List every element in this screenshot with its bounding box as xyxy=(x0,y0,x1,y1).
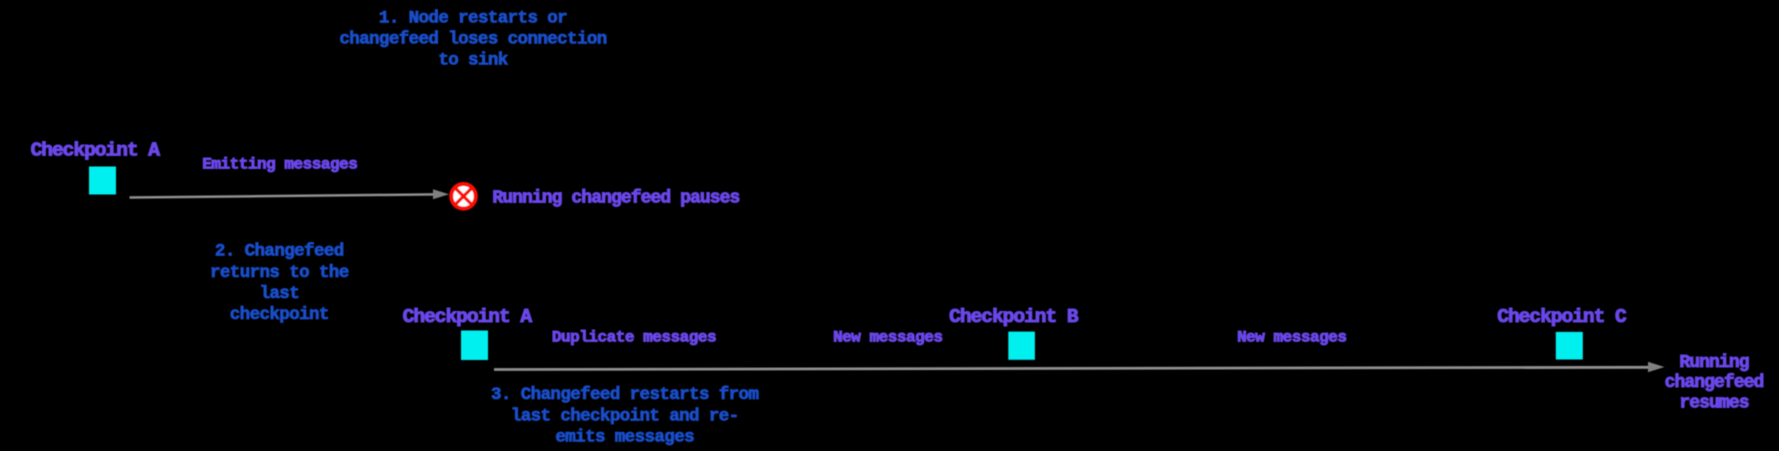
svg-text:Duplicate messages: Duplicate messages xyxy=(552,329,716,347)
svg-text:New messages: New messages xyxy=(1237,329,1346,347)
svg-text:1. Node restarts or: 1. Node restarts or xyxy=(379,8,567,28)
svg-text:checkpoint: checkpoint xyxy=(230,305,329,325)
svg-text:Checkpoint A: Checkpoint A xyxy=(403,306,533,328)
svg-text:New messages: New messages xyxy=(833,329,942,347)
svg-text:Checkpoint B: Checkpoint B xyxy=(949,306,1079,328)
svg-text:changefeed: changefeed xyxy=(1665,373,1764,393)
svg-text:3. Changefeed restarts from: 3. Changefeed restarts from xyxy=(491,385,758,405)
svg-text:Emitting messages: Emitting messages xyxy=(202,155,357,173)
svg-text:last: last xyxy=(259,284,299,304)
svg-text:Checkpoint C: Checkpoint C xyxy=(1497,306,1627,328)
svg-text:emits messages: emits messages xyxy=(555,428,694,448)
svg-text:changefeed loses connection: changefeed loses connection xyxy=(339,30,606,50)
svg-text:resumes: resumes xyxy=(1679,394,1748,414)
svg-text:last checkpoint and re-: last checkpoint and re- xyxy=(511,406,739,426)
svg-text:Running changefeed pauses: Running changefeed pauses xyxy=(492,188,739,208)
svg-text:returns to the: returns to the xyxy=(210,263,349,283)
svg-text:Running: Running xyxy=(1679,353,1748,373)
svg-text:to sink: to sink xyxy=(438,51,507,71)
svg-text:2. Changefeed: 2. Changefeed xyxy=(215,242,344,262)
svg-text:Checkpoint A: Checkpoint A xyxy=(31,140,161,162)
